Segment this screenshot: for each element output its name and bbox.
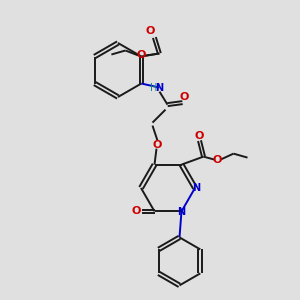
Text: H: H (150, 82, 157, 93)
Text: O: O (132, 206, 141, 216)
Text: O: O (213, 154, 222, 165)
Text: O: O (195, 130, 204, 141)
Text: O: O (146, 26, 155, 37)
Text: N: N (177, 207, 186, 218)
Text: O: O (153, 140, 162, 150)
Text: O: O (180, 92, 189, 102)
Text: N: N (155, 82, 164, 93)
Text: O: O (137, 50, 146, 61)
Text: N: N (192, 183, 200, 193)
